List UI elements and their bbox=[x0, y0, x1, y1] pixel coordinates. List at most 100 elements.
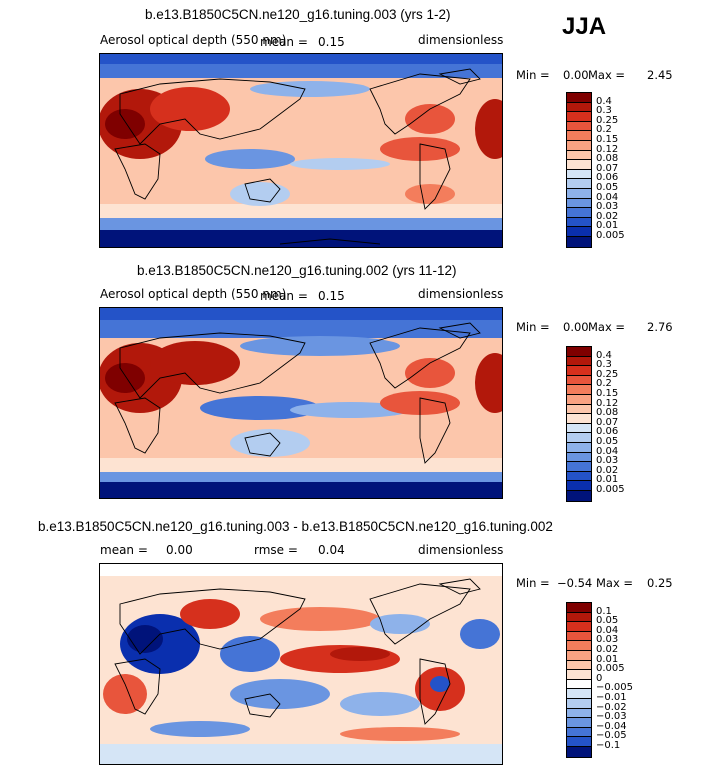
colorbar-swatch bbox=[567, 188, 591, 199]
colorbar-tick-label: 0.08 bbox=[596, 407, 619, 419]
colorbar-swatch bbox=[567, 462, 591, 472]
colorbar-swatch bbox=[567, 727, 591, 738]
colorbar-swatch bbox=[567, 356, 591, 367]
colorbar-tick-label: −0.03 bbox=[596, 711, 627, 723]
colorbar-tick-label: 0.02 bbox=[596, 644, 619, 655]
colorbar-swatch bbox=[567, 603, 591, 613]
colorbar-swatch bbox=[567, 236, 591, 247]
colorbar-tick-label: −0.05 bbox=[596, 730, 627, 742]
colorbar-swatch bbox=[567, 433, 591, 443]
units-label: dimensionless bbox=[418, 33, 504, 47]
colorbar-swatch bbox=[567, 698, 591, 709]
panel-title: b.e13.B1850C5CN.ne120_g16.tuning.003 (yr… bbox=[145, 7, 451, 22]
colorbar-tick-label: 0.01 bbox=[596, 474, 619, 486]
colorbar-swatch bbox=[567, 169, 591, 180]
colorbar-tick-label: 0.3 bbox=[596, 105, 612, 117]
colorbar-tick-label: 0.04 bbox=[596, 445, 619, 457]
colorbar-tick-label: 0.07 bbox=[596, 162, 619, 174]
colorbar-tick-label: 0.2 bbox=[596, 378, 612, 390]
mean-label: mean = bbox=[260, 35, 308, 49]
colorbar-tick-label: 0.005 bbox=[596, 230, 625, 241]
colorbar-tick-label: −0.01 bbox=[596, 692, 627, 703]
colorbar-swatch bbox=[567, 102, 591, 113]
colorbar-tick-label: 0.4 bbox=[596, 95, 612, 107]
colorbar-swatch bbox=[567, 650, 591, 661]
colorbar-swatch bbox=[567, 179, 591, 189]
colorbar-swatch bbox=[567, 140, 591, 151]
units-label: dimensionless bbox=[418, 287, 504, 301]
colorbar-tick-label: 0.12 bbox=[596, 397, 619, 409]
map-aod-difference bbox=[99, 563, 503, 765]
max-label: Max = bbox=[588, 320, 626, 334]
colorbar-swatch bbox=[567, 718, 591, 728]
max-value: 2.76 bbox=[647, 320, 673, 334]
colorbar-swatch bbox=[567, 746, 591, 757]
colorbar-swatch bbox=[567, 471, 591, 482]
colorbar-swatch bbox=[567, 160, 591, 170]
colorbar-tick-label: 0.005 bbox=[596, 663, 625, 675]
colorbar-swatch bbox=[567, 208, 591, 218]
colorbar-swatch bbox=[567, 394, 591, 405]
colorbar-swatch bbox=[567, 121, 591, 132]
colorbar-swatch bbox=[567, 631, 591, 642]
colorbar-tick-label: 0.03 bbox=[596, 634, 619, 646]
mean-value: 0.00 bbox=[166, 543, 193, 557]
season-label: JJA bbox=[562, 13, 607, 40]
min-value: 0.00 bbox=[563, 320, 589, 334]
colorbar-tick-label: 0 bbox=[596, 672, 603, 684]
panel-title: b.e13.B1850C5CN.ne120_g16.tuning.002 (yr… bbox=[137, 263, 457, 278]
colorbar-swatch bbox=[567, 481, 591, 491]
colorbar bbox=[566, 346, 592, 502]
min-value: 0.00 bbox=[563, 68, 589, 82]
colorbar-tick-label: 0.04 bbox=[596, 191, 619, 203]
colorbar-swatch bbox=[567, 404, 591, 415]
colorbar-swatch bbox=[567, 612, 591, 623]
colorbar-swatch bbox=[567, 423, 591, 434]
mean-value: 0.15 bbox=[318, 289, 345, 303]
rmse-label: rmse = bbox=[254, 543, 298, 557]
colorbar-tick-label: 0.04 bbox=[596, 624, 619, 636]
colorbar-tick-label: 0.03 bbox=[596, 201, 619, 213]
mean-label: mean = bbox=[260, 289, 308, 303]
colorbar-tick-label: 0.07 bbox=[596, 416, 619, 428]
panel-title: b.e13.B1850C5CN.ne120_g16.tuning.003 - b… bbox=[38, 519, 553, 534]
colorbar-tick-label: 0.02 bbox=[596, 210, 619, 222]
min-label: Min = bbox=[516, 320, 550, 334]
colorbar-tick-label: 0.005 bbox=[596, 484, 625, 495]
colorbar-swatch bbox=[567, 131, 591, 141]
min-label: Min = bbox=[516, 576, 550, 590]
colorbar-swatch bbox=[567, 670, 591, 680]
colorbar-swatch bbox=[567, 198, 591, 209]
max-label: Max = bbox=[596, 576, 634, 590]
colorbar-tick-label: 0.05 bbox=[596, 615, 619, 627]
map-aod-tuning003 bbox=[99, 53, 503, 248]
mean-label: mean = bbox=[100, 543, 148, 557]
min-value: −0.54 bbox=[557, 576, 593, 590]
colorbar-swatch bbox=[567, 217, 591, 228]
colorbar-tick-label: 0.03 bbox=[596, 455, 619, 467]
colorbar-swatch bbox=[567, 93, 591, 103]
map-aod-tuning002 bbox=[99, 307, 503, 499]
colorbar-swatch bbox=[567, 689, 591, 699]
mean-value: 0.15 bbox=[318, 35, 345, 49]
colorbar-swatch bbox=[567, 227, 591, 237]
colorbar-swatch bbox=[567, 708, 591, 719]
colorbar-swatch bbox=[567, 660, 591, 671]
colorbar-tick-label: 0.25 bbox=[596, 368, 619, 380]
colorbar-tick-label: 0.15 bbox=[596, 134, 619, 145]
colorbar-swatch bbox=[567, 385, 591, 395]
colorbar-tick-label: 0.3 bbox=[596, 359, 612, 371]
max-label: Max = bbox=[588, 68, 626, 82]
colorbar-swatch bbox=[567, 622, 591, 632]
colorbar-swatch bbox=[567, 347, 591, 357]
colorbar-tick-label: 0.01 bbox=[596, 220, 619, 232]
colorbar-tick-label: 0.25 bbox=[596, 114, 619, 126]
colorbar-tick-label: 0.4 bbox=[596, 349, 612, 361]
colorbar-swatch bbox=[567, 414, 591, 424]
colorbar-swatch bbox=[567, 375, 591, 386]
colorbar-swatch bbox=[567, 737, 591, 747]
colorbar bbox=[566, 92, 592, 248]
colorbar-tick-label: 0.12 bbox=[596, 143, 619, 155]
units-label: dimensionless bbox=[418, 543, 504, 557]
colorbar-tick-label: 0.01 bbox=[596, 653, 619, 665]
